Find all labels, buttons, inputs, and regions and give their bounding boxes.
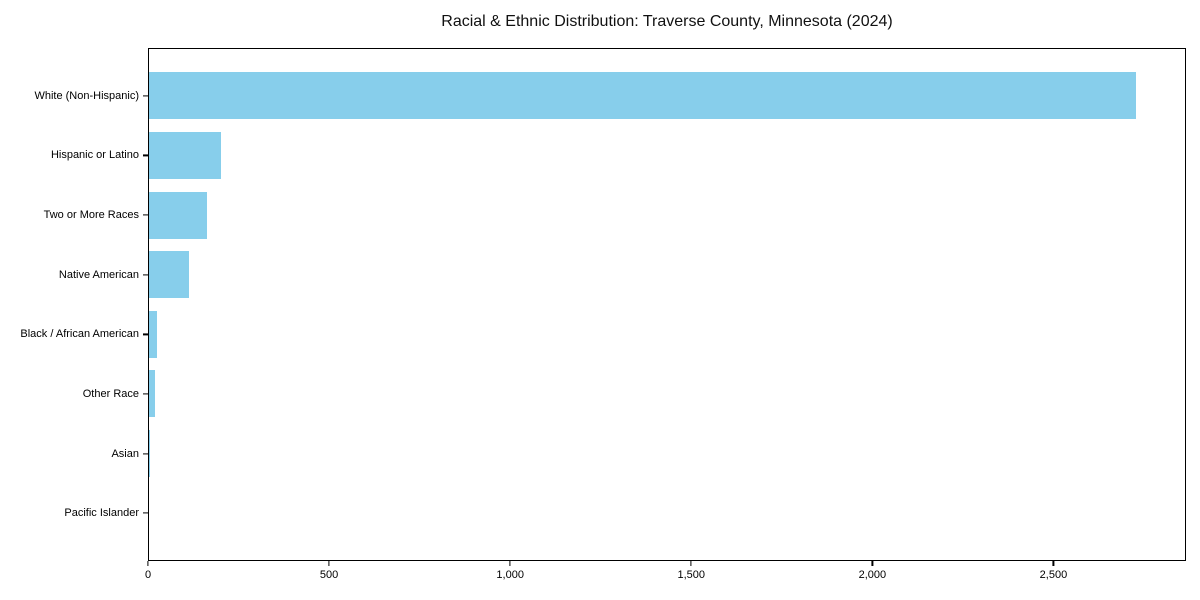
bar-row: White (Non-Hispanic) bbox=[34, 66, 1185, 126]
bar bbox=[149, 370, 155, 418]
bar-row: Pacific Islander bbox=[64, 483, 1185, 543]
category-label: Pacific Islander bbox=[64, 507, 139, 520]
category-label: Asian bbox=[111, 447, 139, 460]
category-label: Two or More Races bbox=[43, 209, 139, 222]
category-label: White (Non-Hispanic) bbox=[34, 89, 139, 102]
x-tick-mark bbox=[690, 561, 692, 566]
category-label: Hispanic or Latino bbox=[50, 149, 139, 162]
x-tick-label: 0 bbox=[144, 569, 152, 581]
bar bbox=[149, 191, 207, 239]
category-label: Other Race bbox=[82, 387, 139, 400]
x-axis-ticks: 0 500 1,000 1,500 2,000 2,500 bbox=[144, 561, 1186, 593]
chart-title: Racial & Ethnic Distribution: Traverse C… bbox=[441, 13, 893, 30]
x-tick-mark bbox=[147, 561, 149, 566]
category-label: Black / African American bbox=[20, 328, 139, 341]
bar-row: Hispanic or Latino bbox=[51, 126, 1185, 186]
bar-row: Asian bbox=[111, 424, 1185, 484]
bar bbox=[149, 131, 222, 179]
bar-row: Native American bbox=[59, 245, 1185, 305]
bar bbox=[149, 430, 151, 478]
y-tick-mark bbox=[142, 452, 148, 455]
x-tick-mark bbox=[509, 561, 511, 566]
y-tick-mark bbox=[142, 274, 148, 276]
y-tick-mark bbox=[142, 333, 148, 335]
bar bbox=[149, 251, 189, 299]
bar-row: Two or More Races bbox=[44, 185, 1185, 245]
bar bbox=[149, 72, 1136, 120]
x-tick-mark bbox=[1052, 561, 1055, 566]
x-tick-label: 1,000 bbox=[496, 569, 524, 581]
y-tick-mark bbox=[142, 512, 148, 514]
bar-row: Black / African American bbox=[20, 305, 1185, 365]
bar bbox=[149, 310, 157, 358]
x-tick-mark bbox=[328, 561, 330, 566]
category-label: Native American bbox=[58, 268, 139, 281]
y-tick-mark bbox=[142, 393, 148, 395]
y-tick-mark bbox=[142, 154, 148, 157]
bar-rows: White (Non-Hispanic) Hispanic or Latino … bbox=[20, 49, 1185, 560]
bar-row: Other Race bbox=[83, 364, 1185, 424]
y-tick-mark bbox=[142, 214, 148, 216]
x-tick-label: 1,500 bbox=[677, 569, 706, 581]
plot-area: White (Non-Hispanic) Hispanic or Latino … bbox=[20, 48, 1186, 561]
y-tick-mark bbox=[142, 95, 148, 97]
x-tick-mark bbox=[871, 561, 873, 566]
x-tick-label: 2,000 bbox=[858, 569, 887, 581]
x-tick-label: 500 bbox=[319, 569, 339, 581]
x-tick-label: 2,500 bbox=[1039, 569, 1068, 581]
